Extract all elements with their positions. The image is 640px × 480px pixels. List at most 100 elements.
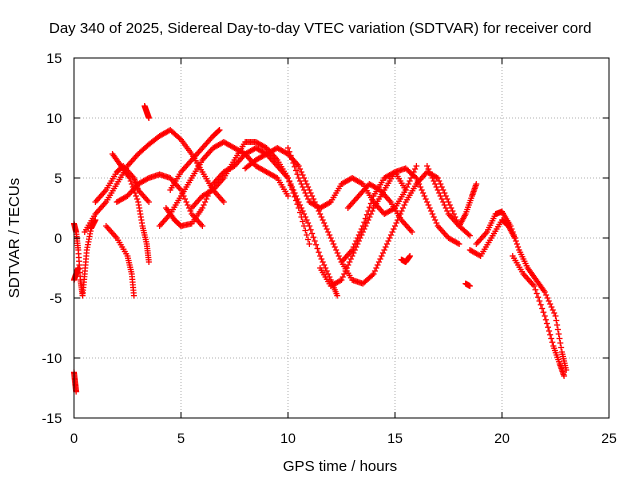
data-point [546,328,553,334]
data-point [420,190,427,196]
data-point [454,240,461,247]
tick-marks [73,57,610,419]
data-point [542,316,549,323]
data-point [354,235,361,241]
data-point [303,217,310,223]
data-point [367,200,374,207]
data-point [545,324,552,331]
data-point [327,235,334,241]
data-point [285,193,291,199]
data-point [386,235,393,241]
data-point [75,265,82,271]
data-point [511,235,518,241]
data-point [466,283,473,289]
data-point [200,202,207,208]
data-point [449,208,456,214]
data-point [286,148,293,155]
data-point [437,193,444,199]
x-tick-label: 15 [387,430,403,446]
data-point [294,201,301,208]
data-point [370,271,377,277]
data-point [349,253,356,259]
data-point [379,250,386,256]
data-point [272,174,279,181]
data-point [513,241,520,247]
data-point [363,220,370,226]
data-point [309,193,316,199]
data-point [371,268,378,274]
data-point [424,163,431,169]
data-point [341,271,348,277]
data-point [392,223,398,229]
data-point [183,199,190,205]
data-point [426,205,433,211]
series-track-1 [71,217,99,299]
data-point [433,184,440,190]
data-point [438,184,445,190]
data-point [297,166,304,172]
data-point [322,223,329,229]
data-point [385,238,392,244]
data-point [145,115,152,121]
data-point [297,202,304,208]
data-point [428,208,435,214]
data-point [551,310,558,316]
data-point [184,202,191,208]
data-point [416,181,423,187]
data-point [337,277,344,284]
data-point [404,184,411,190]
data-point [555,331,562,337]
data-point [133,193,140,199]
data-point [303,232,310,238]
data-point [333,247,340,253]
data-point [203,196,210,202]
y-tick-label: -5 [50,290,63,306]
data-point [343,265,350,271]
data-point [406,253,413,259]
data-point [306,241,313,247]
data-point [422,196,429,202]
data-point [533,290,540,297]
data-point [402,187,409,193]
data-point [554,326,561,333]
data-point [412,173,419,180]
data-point [290,160,297,166]
data-point [182,196,189,202]
data-point [321,262,328,268]
data-point [126,175,133,181]
data-point [325,229,332,235]
data-point [289,156,296,163]
data-point [508,226,515,232]
data-point [353,238,360,244]
data-point [561,373,568,379]
data-point [127,178,134,184]
y-tick-label: -15 [42,410,62,426]
data-point [361,219,368,226]
data-point [305,184,312,190]
data-point [446,202,453,208]
data-point [509,229,516,235]
data-point [365,208,372,214]
data-point [301,223,308,229]
data-point [311,238,318,244]
data-point [424,199,431,205]
data-point [176,135,183,142]
x-tick-label: 5 [177,430,185,446]
data-point [358,226,365,232]
data-point [393,220,400,226]
data-point [301,187,308,193]
data-point [334,250,341,256]
data-point [543,292,550,298]
data-point [558,344,565,351]
data-point [405,181,412,187]
data-point [299,218,306,225]
data-point [216,127,223,133]
data-point [298,214,305,220]
series-track-24 [509,253,568,379]
data-point [362,215,369,222]
data-point [306,187,313,193]
data-point [433,220,440,226]
data-point [215,127,222,134]
data-point [326,199,333,206]
y-tick-label: 10 [46,110,62,126]
